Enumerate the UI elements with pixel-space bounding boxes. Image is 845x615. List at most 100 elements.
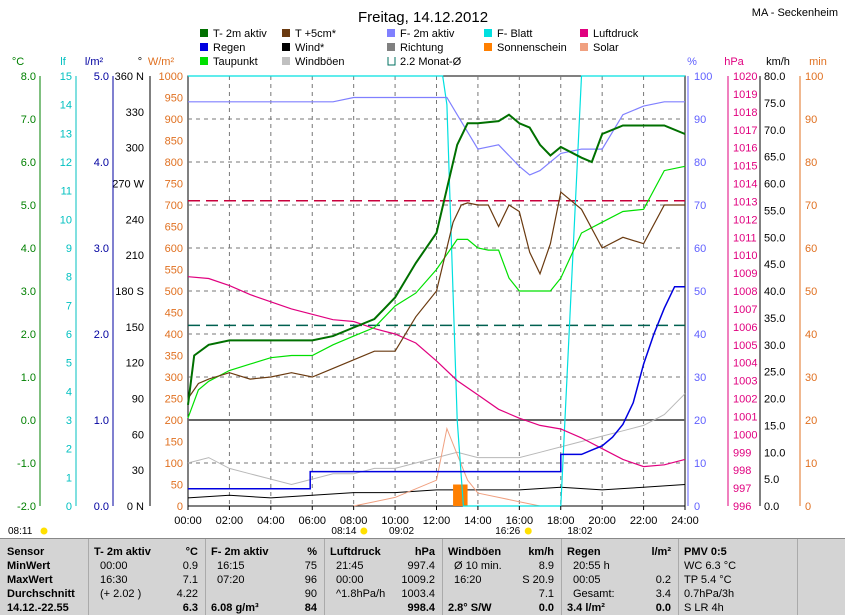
row-labels: Sensor MinWert MaxWert Durchschnitt 14.1… [7,545,75,615]
x-tick-label: 06:00 [298,515,326,527]
x-tick-label: 10:00 [381,515,409,527]
axis-tick-label: 5.0 [764,474,779,486]
series-dewpoint [187,165,686,419]
axis-tick-label: 15.0 [764,420,785,432]
divider [88,539,89,615]
axis-tick-label: 8.0 [21,71,36,83]
axis-tick-label: 5 [66,358,72,370]
axis-tick-label: 9 [66,243,72,255]
x-tick-label: 18:00 [547,515,575,527]
axis-tick-label: 1012 [733,214,757,226]
axis-unit-label: ° [138,56,142,68]
pmv-header: PMV 0:5 [684,546,727,558]
legend-label: T +5cm* [295,28,337,40]
axis-tick-label: 70 [694,200,706,212]
legend-label: Sonnenschein [497,42,567,54]
axis-tick-label: 2 [66,444,72,456]
axis-tick-label: 50 [171,480,183,492]
rain-current: 3.4 l/m² 0.0 [567,602,671,614]
axis-tick-label: 65.0 [764,152,785,164]
axis-tick-label: 11 [61,186,72,198]
legend-swatch [200,43,208,51]
wind-avg10: Ø 10 min. 8.9 [454,560,554,572]
pressure-max: 00:00 1009.2 [336,574,435,586]
axis-tick-label: 14 [60,100,72,112]
axis-tick-label: 120 [126,358,144,370]
pressure-header: Luftdruck hPa [330,546,435,558]
pmv-windchill: WC 6.3 °C [684,560,737,572]
axis-tick-label: 1 [66,472,72,484]
series-leaf-wetness [188,75,685,507]
axis-tick-label: 45.0 [764,259,785,271]
axis-unit-label: °C [12,56,24,68]
axis-tick-label: 80 [805,157,817,169]
legend-swatch [484,29,492,37]
axis-tick-label: 700 [165,200,183,212]
axis-tick-label: 1.0 [94,415,109,427]
legend-swatch [387,43,395,51]
axis-tick-label: 850 [165,136,183,148]
series-temp-2m [187,113,686,406]
wind-avg: 7.1 [538,588,554,600]
axis-tick-label: 450 [165,308,183,320]
legend-swatch [580,29,588,37]
stats-temp: T- 2m aktiv °C 00:00 0.9 16:30 7.1 (+ 2.02 … [94,545,200,615]
axis-tick-label: 999 [733,447,751,459]
humidity-avg: 90 [304,588,317,600]
axis-tick-label: 1013 [733,196,757,208]
legend-label: F- Blatt [497,28,532,40]
marker-time: 18:02 [567,526,592,537]
axis-tick-label: 4 [66,386,72,398]
axis-tick-label: 80.0 [764,71,785,83]
axis-tick-label: 1016 [733,143,757,155]
legend-label: T- 2m aktiv [213,28,267,40]
axis-tick-label: 60.0 [764,179,785,191]
axis-tick-label: 10 [805,458,817,470]
axis-tick-label: 60 [132,429,144,441]
axis-unit-label: % [687,56,697,68]
temp-max: 16:30 7.1 [100,574,198,586]
sun-icon [360,527,368,535]
axis-tick-label: 30.0 [764,340,785,352]
humidity-header: F- 2m aktiv% [211,546,317,558]
axis-tick-label: 0 [805,501,811,513]
axis-tick-label: 1019 [733,89,757,101]
axis-tick-label: 7.0 [21,114,36,126]
axis-unit-label: min [809,56,827,68]
legend-label: Windböen [295,56,345,68]
x-tick-label: 12:00 [423,515,451,527]
legend-swatch [282,29,290,37]
axis-unit-label: lf [60,56,66,68]
temp-header: T- 2m aktiv °C [94,546,198,558]
rain-total: Gesamt: 3.4 [573,588,671,600]
axis-tick-label: 1015 [733,161,757,173]
legend-label: 2.2 Monat-Ø [400,56,462,68]
axis-tick-label: 50 [805,286,817,298]
axis-tick-label: 350 [165,351,183,363]
stats-pmv: PMV 0:5 WC 6.3 °C TP 5.4 °C 0.7hPa/3h S … [684,545,794,615]
axis-unit-label: W/m² [148,56,175,68]
axis-tick-label: 0 [694,501,700,513]
series-sunshine [453,484,468,506]
axis-tick-label: 40 [694,329,706,341]
divider [561,539,562,615]
humidity-min: 16:15 75 [217,560,317,572]
series-solar [353,426,541,507]
axis-tick-label: 1001 [733,411,757,423]
axis-tick-label: 1006 [733,322,757,334]
series-gusts [187,393,686,486]
axis-tick-label: 20.0 [764,394,785,406]
axis-tick-label: 300 [165,372,183,384]
legend-label: Wind* [295,42,325,54]
axis-tick-label: 900 [165,114,183,126]
legend-swatch [200,57,208,65]
axis-tick-label: 90 [132,394,144,406]
wind-current: 2.8° S/W 0.0 [448,602,554,614]
axis-tick-label: 5.0 [94,71,109,83]
row-label: Sensor [7,546,45,558]
legend-swatch [282,57,290,65]
legend-swatch [282,43,290,51]
legend-label: Solar [593,42,619,54]
axis-unit-label: hPa [724,56,744,68]
